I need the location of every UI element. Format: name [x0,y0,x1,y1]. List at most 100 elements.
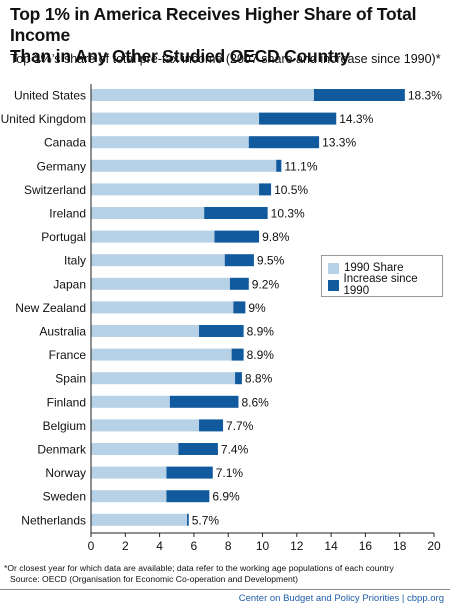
bar-increase-italy [224,254,254,267]
x-tick-label-14: 14 [324,539,338,553]
bar-1990-share-canada [91,136,249,149]
x-tick-label-0: 0 [88,539,95,553]
bar-increase-finland [169,395,239,408]
category-label-belgium: Belgium [43,419,86,433]
x-tick-label-18: 18 [393,539,407,553]
value-label-france: 8.9% [247,348,275,362]
value-label-sweden: 6.9% [212,490,240,504]
value-label-spain: 8.8% [245,372,273,386]
value-label-portugal: 9.8% [262,230,290,244]
bar-1990-share-united-kingdom [91,112,260,125]
category-label-japan: Japan [53,277,86,291]
value-label-finland: 8.6% [241,395,269,409]
category-label-finland: Finland [47,395,86,409]
category-label-spain: Spain [55,372,86,386]
bar-1990-share-belgium [91,419,200,432]
category-label-new-zealand: New Zealand [15,301,86,315]
bar-increase-belgium [199,419,224,432]
value-label-germany: 11.1% [284,159,317,173]
legend-item-1990-share: 1990 Share [328,261,403,275]
bar-increase-portugal [214,230,260,243]
footnote-source: Source: OECD (Organisation for Economic … [10,573,299,584]
bar-increase-france [231,348,244,361]
value-label-denmark: 7.4% [221,443,249,457]
value-label-japan: 9.2% [252,277,280,291]
bar-increase-switzerland [259,183,272,196]
x-tick-label-10: 10 [256,539,270,553]
legend-item-increase: Increase since 1990 [328,273,442,297]
value-label-ireland: 10.3% [271,207,305,221]
bar-increase-spain [235,372,242,385]
bar-increase-sweden [166,490,210,503]
value-label-united-states: 18.3% [408,89,442,103]
category-label-ireland: Ireland [49,207,86,221]
x-tick-label-4: 4 [156,539,163,553]
chart-title-line-1: Top 1% in America Receives Higher Share … [10,4,417,45]
value-label-netherlands: 5.7% [192,513,220,527]
bar-1990-share-denmark [91,443,179,455]
bar-1990-share-norway [91,466,167,479]
bar-increase-canada [248,136,320,149]
value-label-italy: 9.5% [257,254,285,268]
chart-title-line-2: Than in Any Other Studied OECD Country [10,46,350,66]
chart-title: Top 1% in America Receives Higher Share … [10,4,440,67]
bar-increase-united-states [313,89,405,101]
bar-increase-germany [276,159,282,172]
bar-1990-share-netherlands [91,513,188,526]
category-label-australia: Australia [39,325,86,339]
bar-1990-share-sweden [91,490,167,503]
category-label-denmark: Denmark [37,443,87,457]
bar-increase-australia [199,325,244,337]
x-tick-label-8: 8 [225,539,232,553]
category-label-italy: Italy [64,254,86,268]
bar-increase-netherlands [187,513,189,526]
footer: Center on Budget and Policy Priorities |… [239,593,444,604]
category-label-switzerland: Switzerland [24,183,86,197]
footnote: *Or closest year for which data are avai… [4,563,448,584]
chart-legend: 1990 Share Increase since 1990 [321,255,443,297]
bar-1990-share-united-states [91,89,314,101]
footnote-line-1: *Or closest year for which data are avai… [4,563,394,573]
value-label-belgium: 7.7% [226,419,254,433]
bar-increase-norway [166,466,213,479]
x-tick-label-20: 20 [427,539,441,553]
category-label-germany: Germany [37,159,86,173]
chart-subtitle: Top 1%’s share of total pre-tax income (… [10,52,441,66]
category-label-portugal: Portugal [41,230,86,244]
bar-increase-united-kingdom [259,112,337,125]
category-label-netherlands: Netherlands [21,513,86,527]
x-tick-label-16: 16 [359,539,373,553]
value-label-new-zealand: 9% [248,301,266,315]
bar-increase-japan [229,277,249,290]
bar-1990-share-france [91,348,232,361]
x-tick-label-2: 2 [122,539,129,553]
footer-separator: | [399,593,408,604]
bar-1990-share-portugal [91,230,215,243]
value-label-australia: 8.9% [247,325,275,339]
bar-1990-share-australia [91,325,200,337]
bar-1990-share-new-zealand [91,301,234,314]
bar-increase-ireland [204,207,268,219]
bar-increase-new-zealand [233,301,246,314]
category-label-canada: Canada [44,136,86,150]
value-label-canada: 13.3% [322,136,356,150]
value-label-united-kingdom: 14.3% [339,112,373,126]
legend-swatch-1990-share [328,262,339,274]
bar-increase-denmark [178,443,218,455]
value-label-switzerland: 10.5% [274,183,308,197]
legend-swatch-increase [328,279,339,291]
bar-1990-share-italy [91,254,225,267]
legend-label-increase: Increase since 1990 [343,273,418,297]
category-label-united-states: United States [14,89,86,103]
bar-1990-share-ireland [91,207,205,219]
bar-1990-share-japan [91,277,230,290]
category-label-norway: Norway [45,466,86,480]
value-label-norway: 7.1% [216,466,244,480]
footer-site-link[interactable]: cbpp.org [407,593,444,604]
footer-divider [0,589,450,590]
category-label-france: France [49,348,87,362]
footer-org: Center on Budget and Policy Priorities [238,593,400,604]
bar-1990-share-spain [91,372,236,385]
x-tick-label-6: 6 [191,539,198,553]
bar-1990-share-switzerland [91,183,260,196]
